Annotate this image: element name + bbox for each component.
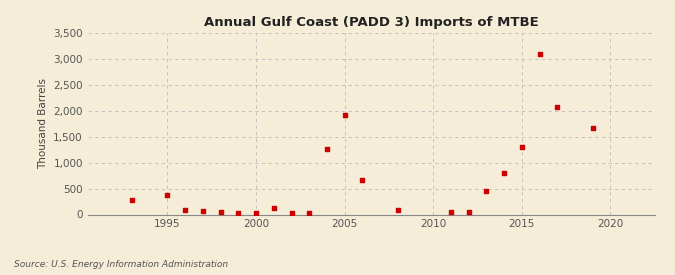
Point [499,171,510,175]
Point [357,178,368,182]
Point [552,104,563,109]
Y-axis label: Thousand Barrels: Thousand Barrels [38,78,48,169]
Point [516,144,527,149]
Point [463,210,474,214]
Point [321,147,332,151]
Point [198,209,209,213]
Point [534,52,545,56]
Point [446,210,456,214]
Title: Annual Gulf Coast (PADD 3) Imports of MTBE: Annual Gulf Coast (PADD 3) Imports of MT… [204,16,539,29]
Point [269,206,279,210]
Point [340,113,350,117]
Point [162,193,173,197]
Point [481,188,492,193]
Point [233,211,244,215]
Point [304,211,315,216]
Text: Source: U.S. Energy Information Administration: Source: U.S. Energy Information Administ… [14,260,227,269]
Point [127,198,138,203]
Point [215,210,226,214]
Point [250,211,261,216]
Point [392,208,403,212]
Point [286,211,297,215]
Point [587,126,598,131]
Point [180,208,190,213]
